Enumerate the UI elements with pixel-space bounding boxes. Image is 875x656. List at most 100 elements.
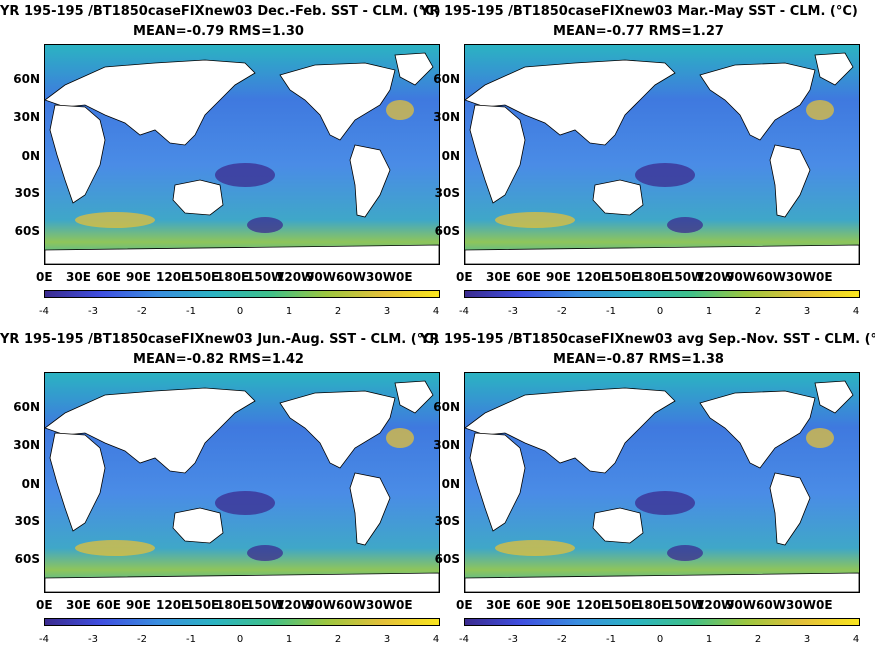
colorbar <box>464 290 860 298</box>
colorbar-tick-label: -1 <box>186 634 196 645</box>
colorbar-tick-label: -2 <box>137 634 147 645</box>
lon-tick-label: 30W <box>786 598 816 612</box>
lat-tick-label: 30N <box>13 438 40 452</box>
panel-stats: MEAN=-0.77 RMS=1.27 <box>553 24 724 39</box>
lon-tick-label: 30W <box>366 598 396 612</box>
anomaly-blob <box>667 545 703 561</box>
sst-anomaly-map <box>464 372 860 593</box>
lon-tick-label: 120E <box>576 598 610 612</box>
colorbar-tick-label: -3 <box>88 634 98 645</box>
lat-tick-label: 30N <box>433 438 460 452</box>
lat-tick-label: 60S <box>14 224 40 238</box>
lon-tick-label: 60E <box>516 598 541 612</box>
lon-tick-label: 60W <box>336 270 366 284</box>
lon-tick-label: 120E <box>576 270 610 284</box>
map-panel: YR 195-195 /BT1850caseFIXnew03 Mar.-May … <box>420 0 860 328</box>
colorbar-tick-label: 1 <box>285 306 293 317</box>
land-mass <box>465 59 676 146</box>
anomaly-blob <box>386 100 414 120</box>
lon-tick-label: 150E <box>606 598 640 612</box>
land-mass <box>394 52 434 86</box>
anomaly-blob <box>495 212 575 228</box>
lon-tick-label: 0E <box>396 598 413 612</box>
land-mass <box>769 472 811 546</box>
lat-tick-label: 60N <box>13 72 40 86</box>
colorbar <box>44 290 440 298</box>
land-mass <box>465 387 676 474</box>
lat-tick-label: 60S <box>14 552 40 566</box>
anomaly-blob <box>215 163 275 187</box>
lon-tick-label: 30W <box>366 270 396 284</box>
colorbar-tick-label: 0 <box>236 306 244 317</box>
lon-tick-label: 180E <box>636 270 670 284</box>
colorbar <box>464 618 860 626</box>
lat-tick-label: 30N <box>13 110 40 124</box>
lon-tick-label: 90E <box>546 598 571 612</box>
lon-tick-label: 60E <box>516 270 541 284</box>
land-mass <box>592 179 644 216</box>
colorbar-tick-label: 0 <box>236 634 244 645</box>
sst-anomaly-map <box>44 44 440 265</box>
land-mass <box>172 179 224 216</box>
lon-tick-label: 120W <box>696 598 735 612</box>
panel-title: YR 195-195 /BT1850caseFIXnew03 Mar.-May … <box>420 4 858 19</box>
lon-tick-label: 0E <box>456 598 473 612</box>
panel-title: YR 195-195 /BT1850caseFIXnew03 Jun.-Aug.… <box>0 332 439 347</box>
colorbar-tick-label: -1 <box>606 306 616 317</box>
colorbar-tick-label: -1 <box>606 634 616 645</box>
lat-tick-label: 60N <box>433 400 460 414</box>
lon-tick-label: 180E <box>216 598 250 612</box>
lon-tick-label: 120E <box>156 598 190 612</box>
colorbar-tick-label: 4 <box>432 306 440 317</box>
colorbar-tick-label: 1 <box>705 306 713 317</box>
sst-anomaly-map <box>44 372 440 593</box>
lon-tick-label: 120W <box>276 598 315 612</box>
lon-tick-label: 60E <box>96 270 121 284</box>
land-mass <box>45 244 439 264</box>
lon-tick-label: 150W <box>666 598 705 612</box>
lon-tick-label: 0E <box>816 598 833 612</box>
lon-tick-label: 60W <box>756 598 786 612</box>
colorbar-tick-label: -1 <box>186 306 196 317</box>
lon-tick-label: 150E <box>186 270 220 284</box>
lon-tick-label: 90W <box>306 598 336 612</box>
lon-tick-label: 150W <box>246 598 285 612</box>
anomaly-blob <box>635 163 695 187</box>
colorbar-tick-label: 0 <box>656 634 664 645</box>
colorbar-tick-label: -4 <box>39 634 49 645</box>
colorbar <box>44 618 440 626</box>
land-mass <box>45 387 256 474</box>
lat-tick-label: 30S <box>434 514 460 528</box>
lat-tick-label: 60S <box>434 224 460 238</box>
anomaly-blob <box>806 100 834 120</box>
colorbar-tick-label: -2 <box>557 634 567 645</box>
colorbar-tick-label: -4 <box>39 306 49 317</box>
anomaly-blob <box>75 540 155 556</box>
lon-tick-label: 0E <box>36 598 53 612</box>
lon-tick-label: 0E <box>396 270 413 284</box>
colorbar-tick-label: 4 <box>432 634 440 645</box>
land-mass <box>49 432 106 532</box>
land-mass <box>394 380 434 414</box>
land-mass <box>279 390 396 469</box>
lon-tick-label: 60W <box>756 270 786 284</box>
lon-tick-label: 0E <box>816 270 833 284</box>
colorbar-tick-label: 2 <box>754 634 762 645</box>
lon-tick-label: 150E <box>186 598 220 612</box>
land-mass <box>814 52 854 86</box>
colorbar-tick-label: 3 <box>803 634 811 645</box>
map-panel: YR 195-195 /BT1850caseFIXnew03 Dec.-Feb.… <box>0 0 441 328</box>
lat-tick-label: 0N <box>21 149 40 163</box>
lon-tick-label: 30E <box>66 270 91 284</box>
lat-tick-label: 0N <box>441 477 460 491</box>
lon-tick-label: 90E <box>126 598 151 612</box>
land-mass <box>465 572 859 592</box>
lon-tick-label: 180E <box>216 270 250 284</box>
lat-tick-label: 30S <box>434 186 460 200</box>
lat-tick-label: 30N <box>433 110 460 124</box>
lon-tick-label: 150W <box>246 270 285 284</box>
land-mass <box>45 572 439 592</box>
land-mass <box>469 104 526 204</box>
colorbar-tick-label: -4 <box>459 634 469 645</box>
anomaly-blob <box>247 217 283 233</box>
